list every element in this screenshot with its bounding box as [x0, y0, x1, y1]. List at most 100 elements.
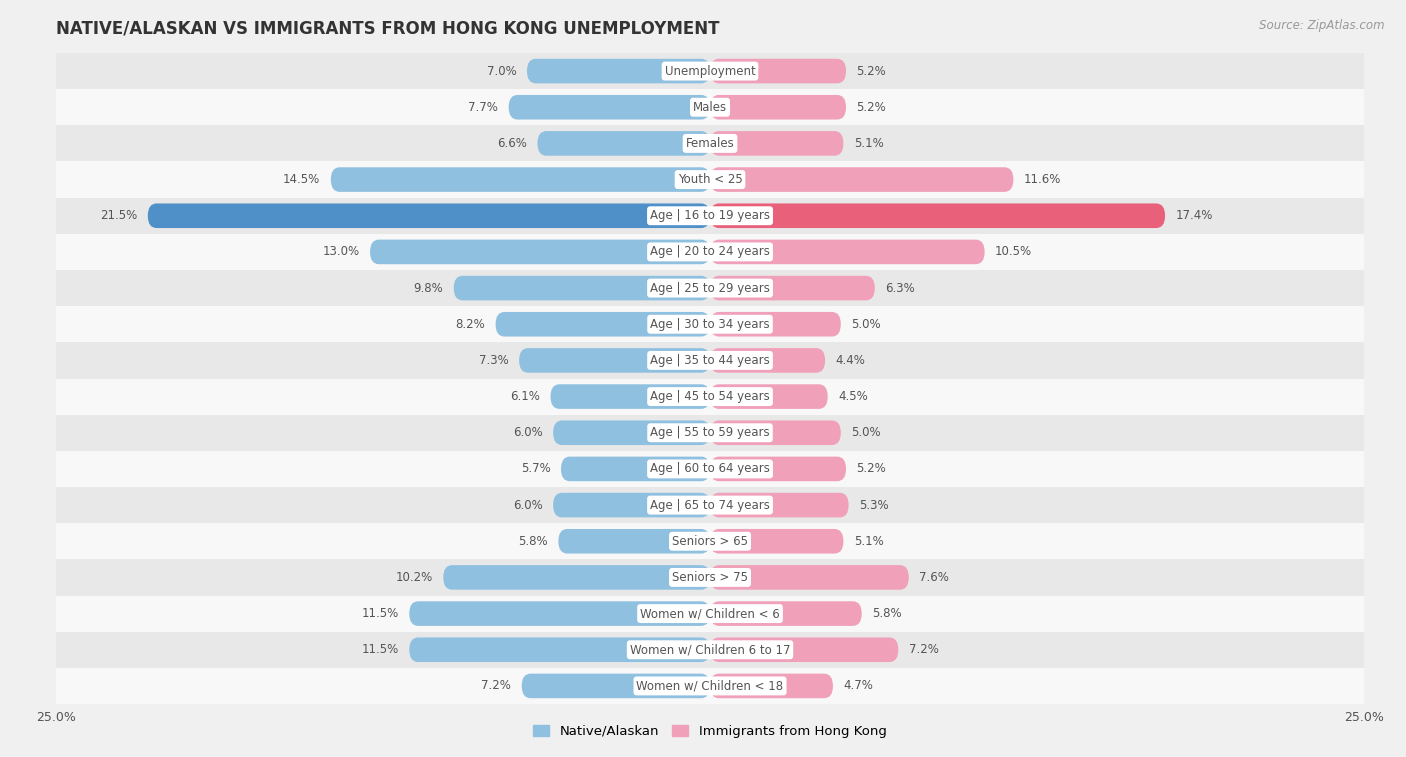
- FancyBboxPatch shape: [537, 131, 710, 156]
- FancyBboxPatch shape: [710, 565, 908, 590]
- Text: 7.3%: 7.3%: [479, 354, 509, 367]
- FancyBboxPatch shape: [710, 312, 841, 337]
- Text: 7.2%: 7.2%: [908, 643, 939, 656]
- Text: 5.2%: 5.2%: [856, 64, 886, 77]
- Text: Women w/ Children 6 to 17: Women w/ Children 6 to 17: [630, 643, 790, 656]
- Text: Age | 65 to 74 years: Age | 65 to 74 years: [650, 499, 770, 512]
- FancyBboxPatch shape: [710, 637, 898, 662]
- Bar: [56, 126, 1364, 161]
- Text: 14.5%: 14.5%: [283, 173, 321, 186]
- FancyBboxPatch shape: [710, 493, 849, 517]
- Bar: [56, 487, 1364, 523]
- Text: 4.7%: 4.7%: [844, 680, 873, 693]
- Text: 17.4%: 17.4%: [1175, 209, 1213, 223]
- Text: Age | 16 to 19 years: Age | 16 to 19 years: [650, 209, 770, 223]
- Text: Males: Males: [693, 101, 727, 114]
- FancyBboxPatch shape: [710, 529, 844, 553]
- FancyBboxPatch shape: [710, 456, 846, 481]
- Text: 4.4%: 4.4%: [835, 354, 866, 367]
- Text: 7.6%: 7.6%: [920, 571, 949, 584]
- Text: 6.6%: 6.6%: [498, 137, 527, 150]
- Text: Age | 25 to 29 years: Age | 25 to 29 years: [650, 282, 770, 294]
- Text: 5.2%: 5.2%: [856, 463, 886, 475]
- FancyBboxPatch shape: [710, 131, 844, 156]
- FancyBboxPatch shape: [710, 204, 1166, 228]
- Text: Females: Females: [686, 137, 734, 150]
- Text: Age | 30 to 34 years: Age | 30 to 34 years: [650, 318, 770, 331]
- Text: 13.0%: 13.0%: [322, 245, 360, 258]
- Text: 8.2%: 8.2%: [456, 318, 485, 331]
- FancyBboxPatch shape: [710, 95, 846, 120]
- Text: 5.0%: 5.0%: [851, 426, 882, 439]
- FancyBboxPatch shape: [710, 674, 832, 698]
- Text: 4.5%: 4.5%: [838, 390, 868, 403]
- Bar: [56, 89, 1364, 126]
- Legend: Native/Alaskan, Immigrants from Hong Kong: Native/Alaskan, Immigrants from Hong Kon…: [529, 719, 891, 743]
- Text: 6.3%: 6.3%: [886, 282, 915, 294]
- Text: 6.1%: 6.1%: [510, 390, 540, 403]
- FancyBboxPatch shape: [519, 348, 710, 372]
- FancyBboxPatch shape: [710, 385, 828, 409]
- Text: Youth < 25: Youth < 25: [678, 173, 742, 186]
- Text: 10.2%: 10.2%: [395, 571, 433, 584]
- Text: 5.8%: 5.8%: [872, 607, 901, 620]
- Text: Age | 35 to 44 years: Age | 35 to 44 years: [650, 354, 770, 367]
- FancyBboxPatch shape: [553, 420, 710, 445]
- Text: 7.0%: 7.0%: [486, 64, 516, 77]
- FancyBboxPatch shape: [495, 312, 710, 337]
- Text: Seniors > 65: Seniors > 65: [672, 534, 748, 548]
- Text: 10.5%: 10.5%: [995, 245, 1032, 258]
- Text: Age | 20 to 24 years: Age | 20 to 24 years: [650, 245, 770, 258]
- Bar: [56, 451, 1364, 487]
- FancyBboxPatch shape: [561, 456, 710, 481]
- FancyBboxPatch shape: [710, 59, 846, 83]
- Bar: [56, 668, 1364, 704]
- Bar: [56, 234, 1364, 270]
- Bar: [56, 306, 1364, 342]
- Text: Age | 60 to 64 years: Age | 60 to 64 years: [650, 463, 770, 475]
- Bar: [56, 596, 1364, 631]
- Bar: [56, 53, 1364, 89]
- Text: 9.8%: 9.8%: [413, 282, 443, 294]
- FancyBboxPatch shape: [710, 420, 841, 445]
- FancyBboxPatch shape: [551, 385, 710, 409]
- FancyBboxPatch shape: [710, 276, 875, 301]
- Bar: [56, 378, 1364, 415]
- Text: Source: ZipAtlas.com: Source: ZipAtlas.com: [1260, 19, 1385, 32]
- Text: 5.8%: 5.8%: [519, 534, 548, 548]
- Text: 5.1%: 5.1%: [853, 137, 883, 150]
- FancyBboxPatch shape: [710, 167, 1014, 192]
- FancyBboxPatch shape: [370, 240, 710, 264]
- Text: Age | 55 to 59 years: Age | 55 to 59 years: [650, 426, 770, 439]
- Bar: [56, 415, 1364, 451]
- FancyBboxPatch shape: [710, 348, 825, 372]
- Text: 7.7%: 7.7%: [468, 101, 498, 114]
- Text: 11.5%: 11.5%: [361, 607, 399, 620]
- Text: 7.2%: 7.2%: [481, 680, 512, 693]
- FancyBboxPatch shape: [522, 674, 710, 698]
- FancyBboxPatch shape: [553, 493, 710, 517]
- Bar: [56, 559, 1364, 596]
- Text: Unemployment: Unemployment: [665, 64, 755, 77]
- FancyBboxPatch shape: [409, 637, 710, 662]
- Bar: [56, 631, 1364, 668]
- FancyBboxPatch shape: [710, 601, 862, 626]
- Bar: [56, 161, 1364, 198]
- Text: 5.2%: 5.2%: [856, 101, 886, 114]
- Text: Age | 45 to 54 years: Age | 45 to 54 years: [650, 390, 770, 403]
- FancyBboxPatch shape: [527, 59, 710, 83]
- FancyBboxPatch shape: [454, 276, 710, 301]
- Bar: [56, 523, 1364, 559]
- Text: 11.5%: 11.5%: [361, 643, 399, 656]
- Text: 21.5%: 21.5%: [100, 209, 138, 223]
- Text: 5.7%: 5.7%: [520, 463, 551, 475]
- FancyBboxPatch shape: [443, 565, 710, 590]
- Text: 5.3%: 5.3%: [859, 499, 889, 512]
- Bar: [56, 342, 1364, 378]
- FancyBboxPatch shape: [710, 240, 984, 264]
- Text: NATIVE/ALASKAN VS IMMIGRANTS FROM HONG KONG UNEMPLOYMENT: NATIVE/ALASKAN VS IMMIGRANTS FROM HONG K…: [56, 20, 720, 38]
- Text: 5.0%: 5.0%: [851, 318, 882, 331]
- FancyBboxPatch shape: [330, 167, 710, 192]
- FancyBboxPatch shape: [558, 529, 710, 553]
- Text: Women w/ Children < 18: Women w/ Children < 18: [637, 680, 783, 693]
